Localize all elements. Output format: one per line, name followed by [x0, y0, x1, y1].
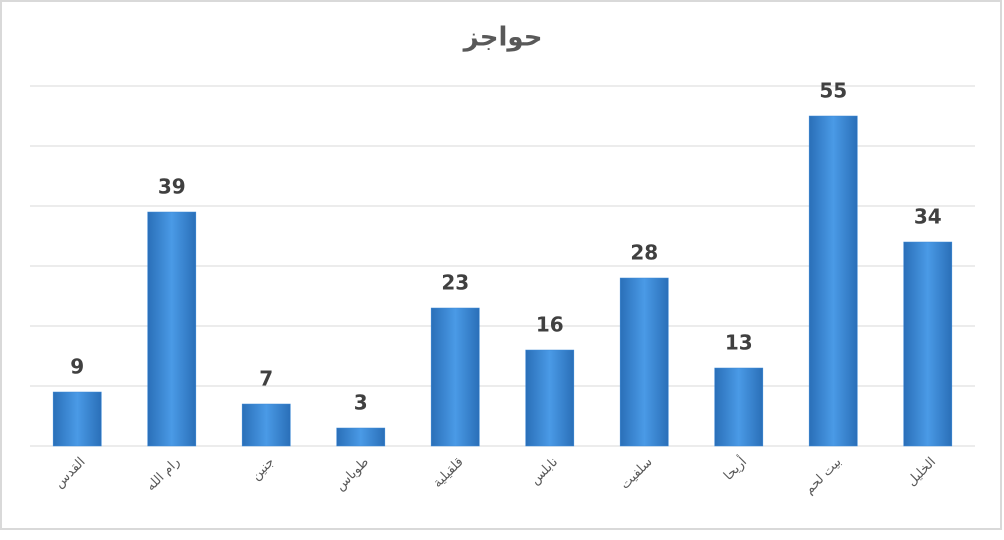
- data-label: 9: [70, 355, 84, 379]
- bar: [147, 211, 197, 447]
- data-label: 39: [158, 175, 186, 199]
- bar: [241, 403, 291, 447]
- chart-title: حواجز: [462, 23, 543, 53]
- data-label: 3: [354, 391, 368, 415]
- data-label: 55: [819, 79, 847, 103]
- bar: [336, 427, 386, 447]
- data-label: 13: [725, 331, 753, 355]
- data-label: 34: [914, 205, 942, 229]
- bar: [808, 115, 858, 447]
- bar: [52, 391, 102, 447]
- data-label: 16: [536, 313, 564, 337]
- bar: [903, 241, 953, 447]
- bar: [714, 367, 764, 447]
- bar: [619, 277, 669, 447]
- data-label: 7: [259, 367, 273, 391]
- bar: [430, 307, 480, 447]
- bar: [525, 349, 575, 447]
- data-label: 23: [441, 271, 469, 295]
- data-label: 28: [630, 241, 658, 265]
